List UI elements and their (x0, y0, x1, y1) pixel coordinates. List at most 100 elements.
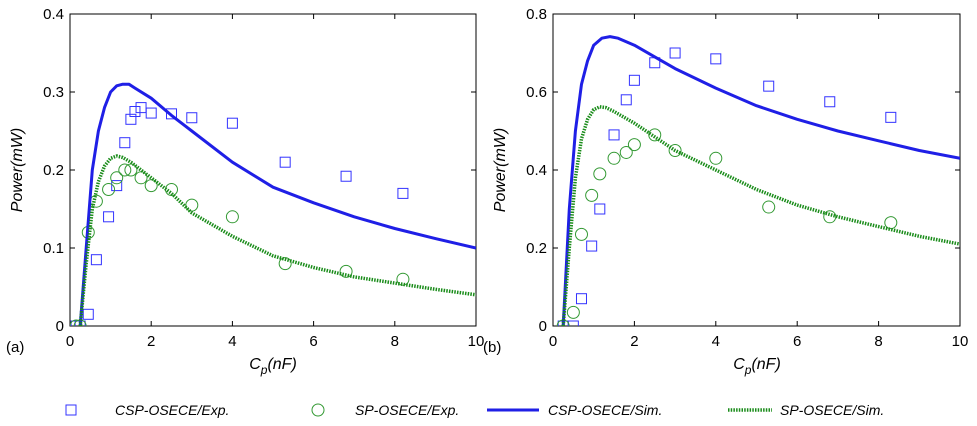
series-csp-osece-sim (561, 35, 960, 326)
legend-marker-circle (311, 403, 325, 417)
panel-label: (b) (483, 339, 501, 356)
plot-frame (552, 13, 961, 327)
data-point-circle (709, 151, 723, 165)
x-tick-label: 0 (549, 333, 557, 350)
data-point-circle (110, 171, 124, 185)
x-tick-label: 10 (468, 333, 485, 350)
series-sp-osece-sim (78, 154, 476, 326)
x-tick-label: 0 (66, 333, 74, 350)
y-tick-label: 0.2 (526, 240, 547, 257)
legend-entry-csp-osece-sim: CSP-OSECE/Sim. (487, 402, 662, 418)
x-tick-label: 8 (874, 333, 882, 350)
data-point-circle (585, 188, 599, 202)
data-point-square (111, 180, 123, 192)
x-axis-label: Cp(nF) (249, 356, 297, 377)
data-point-circle (144, 179, 158, 193)
data-point-square (620, 94, 632, 106)
legend-marker-square (65, 404, 77, 416)
data-point-square (103, 211, 115, 223)
x-tick-label: 10 (952, 333, 969, 350)
y-tick-label: 0.4 (43, 6, 64, 23)
data-point-square (710, 53, 722, 65)
y-axis-label: Power(mW) (492, 128, 509, 212)
legend-entry-sp-osece-sim: SP-OSECE/Sim. (728, 402, 884, 418)
series-sp-osece-sim (561, 105, 960, 326)
data-point-square (125, 113, 137, 125)
legend-entry-sp-osece-exp: SP-OSECE/Exp. (311, 402, 459, 418)
data-point-circle (278, 257, 292, 271)
legend-entry-csp-osece-exp: CSP-OSECE/Exp. (65, 402, 229, 418)
data-point-square (763, 80, 775, 92)
x-tick-label: 2 (630, 333, 638, 350)
data-point-square (575, 293, 587, 305)
data-point-circle (884, 216, 898, 230)
data-point-square (885, 111, 897, 123)
data-point-circle (566, 305, 580, 319)
y-tick-label: 0.4 (526, 162, 547, 179)
data-point-square (226, 117, 238, 129)
data-point-square (90, 254, 102, 266)
panel-b: 0 2 4 6 8 10 0 0.2 0.4 0.6 0.8 Power(mW) Cp(nF) (b) (483, 6, 968, 377)
data-point-square (824, 96, 836, 108)
data-point-square (397, 187, 409, 199)
y-tick-label: 0.1 (43, 240, 64, 257)
data-point-circle (70, 319, 83, 326)
plot-frame (69, 13, 477, 327)
x-tick-label: 4 (228, 333, 236, 350)
series-line (561, 35, 960, 326)
data-point-circle (339, 264, 353, 278)
series-csp-osece-sim (78, 82, 476, 326)
x-tick-label: 6 (793, 333, 801, 350)
y-axis-label: Power(mW) (9, 128, 26, 212)
data-point-square (279, 156, 291, 168)
x-tick-label: 8 (391, 333, 399, 350)
legend-label: SP-OSECE/Sim. (780, 402, 884, 418)
x-tick-label: 6 (309, 333, 317, 350)
x-axis-label-main: C (249, 356, 261, 373)
y-tick-label: 0.2 (43, 162, 64, 179)
series-line (78, 82, 476, 326)
data-point-circle (574, 227, 588, 241)
data-point-circle (118, 163, 132, 177)
legend: CSP-OSECE/Exp. SP-OSECE/Exp. CSP-OSECE/Sim… (65, 402, 884, 418)
data-point-square (340, 170, 352, 182)
data-point-square (186, 112, 198, 124)
data-point-square (669, 47, 681, 59)
data-point-circle (619, 145, 633, 159)
data-point-circle (225, 210, 239, 224)
data-point-circle (762, 200, 776, 214)
x-axis-label-sub: p (744, 363, 752, 377)
data-point-square (129, 106, 141, 117)
legend-label: SP-OSECE/Exp. (355, 402, 459, 418)
data-point-circle (102, 183, 116, 196)
data-point-circle (185, 198, 199, 212)
data-point-square (586, 240, 598, 252)
data-point-circle (593, 167, 607, 181)
y-tick-label: 0 (56, 318, 64, 335)
y-tick-label: 0.6 (526, 84, 547, 101)
data-point-square (82, 308, 94, 320)
x-axis-label-unit: (nF) (267, 356, 296, 373)
data-point-circle (627, 138, 641, 152)
x-axis-label-sub: p (260, 363, 268, 377)
data-point-square (119, 137, 131, 149)
x-axis-label-main: C (733, 356, 745, 373)
data-point-circle (668, 144, 682, 157)
data-point-circle (823, 210, 837, 224)
x-tick-label: 4 (712, 333, 720, 350)
y-tick-label: 0.3 (43, 84, 64, 101)
data-point-square (145, 107, 157, 119)
data-point-circle (607, 151, 621, 165)
panel-a: 0 2 4 6 8 10 0 0.1 0.2 0.3 0.4 Power(mW) Cp(nF) (a) (6, 6, 484, 377)
data-point-square (594, 203, 606, 215)
data-point-square (608, 129, 620, 141)
x-axis-label-unit: (nF) (751, 356, 780, 373)
panel-label: (a) (6, 339, 24, 356)
x-axis-label: Cp(nF) (733, 356, 781, 377)
data-point-square (567, 320, 579, 326)
legend-label: CSP-OSECE/Sim. (548, 402, 662, 418)
data-point-circle (396, 272, 410, 286)
y-tick-label: 0 (539, 318, 547, 335)
x-tick-label: 2 (147, 333, 155, 350)
